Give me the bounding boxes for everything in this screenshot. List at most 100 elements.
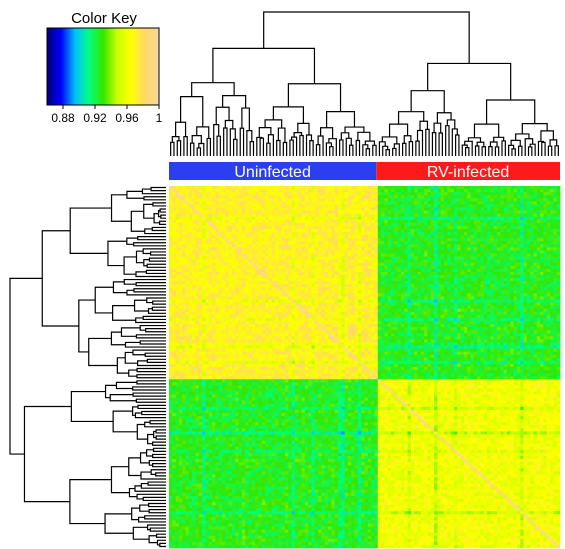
heatmap-cell	[281, 262, 286, 267]
heatmap-cell	[417, 232, 422, 236]
heatmap-cell	[440, 225, 445, 230]
heatmap-cell	[447, 189, 452, 193]
heatmap-cell	[553, 244, 558, 248]
heatmap-cell	[467, 247, 471, 251]
heatmap-cell	[344, 253, 349, 257]
heatmap-cell	[460, 241, 465, 245]
heatmap-cell	[351, 192, 355, 196]
heatmap-cell	[215, 305, 220, 310]
heatmap-cell	[225, 299, 230, 303]
heatmap-cell	[364, 250, 369, 254]
heatmap-cell	[487, 225, 491, 230]
heatmap-cell	[490, 216, 495, 221]
heatmap-cell	[430, 201, 435, 205]
heatmap-cell	[192, 293, 196, 297]
heatmap-cell	[245, 195, 249, 199]
heatmap-cell	[344, 268, 349, 273]
heatmap-cell	[251, 189, 256, 193]
heatmap-cell	[470, 198, 475, 202]
heatmap-cell	[520, 278, 524, 282]
heatmap-cell	[301, 293, 306, 297]
heatmap-cell	[185, 198, 190, 202]
heatmap-cell	[520, 274, 524, 279]
heatmap-cell	[298, 284, 302, 288]
heatmap-cell	[175, 308, 180, 313]
heatmap-cell	[195, 284, 200, 288]
heatmap-cell	[470, 256, 475, 261]
heatmap-cell	[321, 271, 326, 276]
heatmap-cell	[487, 189, 491, 193]
heatmap-cell	[304, 287, 309, 291]
heatmap-cell	[397, 213, 402, 218]
heatmap-cell	[374, 265, 379, 270]
heatmap-cell	[248, 268, 253, 273]
heatmap-cell	[384, 219, 389, 224]
heatmap-cell	[301, 216, 306, 221]
heatmap-cell	[251, 281, 256, 285]
heatmap-cell	[407, 219, 412, 224]
heatmap-cell	[506, 222, 511, 227]
heatmap-cell	[334, 235, 339, 239]
heatmap-cell	[169, 287, 173, 291]
heatmap-cell	[424, 305, 428, 310]
heatmap-cell	[215, 290, 220, 294]
heatmap-cell	[301, 189, 306, 193]
heatmap-cell	[463, 195, 468, 199]
heatmap-cell	[361, 302, 365, 307]
heatmap-cell	[195, 192, 200, 196]
heatmap-cell	[434, 262, 438, 267]
heatmap-cell	[480, 222, 485, 227]
heatmap-cell	[457, 201, 461, 205]
heatmap-cell	[506, 290, 511, 294]
heatmap-cell	[271, 293, 276, 297]
heatmap-cell	[407, 278, 412, 282]
heatmap-cell	[381, 232, 385, 236]
heatmap-cell	[251, 213, 256, 218]
dendrogram-branch	[305, 134, 313, 156]
heatmap-cell	[483, 210, 488, 215]
heatmap-cell	[477, 241, 481, 245]
heatmap-cell	[397, 192, 402, 196]
heatmap-cell	[550, 262, 554, 267]
heatmap-cell	[222, 274, 226, 279]
dendrogram-branch	[488, 146, 493, 156]
heatmap-cell	[241, 204, 246, 208]
heatmap-cell	[268, 250, 273, 254]
heatmap-cell	[271, 253, 276, 257]
heatmap-cell	[261, 278, 266, 282]
heatmap-cell	[526, 262, 531, 267]
heatmap-cell	[268, 201, 273, 205]
heatmap-cell	[447, 192, 452, 196]
heatmap-cell	[453, 213, 458, 218]
heatmap-cell	[477, 247, 481, 251]
heatmap-cell	[261, 293, 266, 297]
heatmap-cell	[304, 210, 309, 215]
heatmap-cell	[556, 250, 561, 254]
heatmap-cell	[185, 228, 190, 233]
heatmap-cell	[460, 186, 465, 190]
heatmap-cell	[208, 216, 213, 221]
heatmap-cell	[245, 238, 249, 242]
heatmap-cell	[510, 222, 515, 227]
heatmap-cell	[284, 290, 289, 294]
heatmap-cell	[218, 207, 223, 211]
heatmap-cell	[553, 284, 558, 288]
heatmap-cell	[506, 268, 511, 273]
heatmap-cell	[288, 195, 292, 199]
heatmap-cell	[483, 262, 488, 267]
heatmap-cell	[357, 207, 362, 211]
heatmap-cell	[424, 222, 428, 227]
heatmap-cell	[192, 186, 196, 190]
heatmap-cell	[288, 278, 292, 282]
heatmap-cell	[414, 189, 418, 193]
heatmap-cell	[341, 192, 346, 196]
heatmap-cell	[331, 262, 336, 267]
heatmap-cell	[523, 213, 528, 218]
heatmap-cell	[291, 290, 296, 294]
dendrogram-branch	[215, 106, 230, 125]
heatmap-cell	[172, 235, 177, 239]
heatmap-cell	[506, 207, 511, 211]
heatmap-cell	[453, 268, 458, 273]
heatmap-cell	[294, 256, 299, 261]
heatmap-cell	[255, 186, 259, 190]
